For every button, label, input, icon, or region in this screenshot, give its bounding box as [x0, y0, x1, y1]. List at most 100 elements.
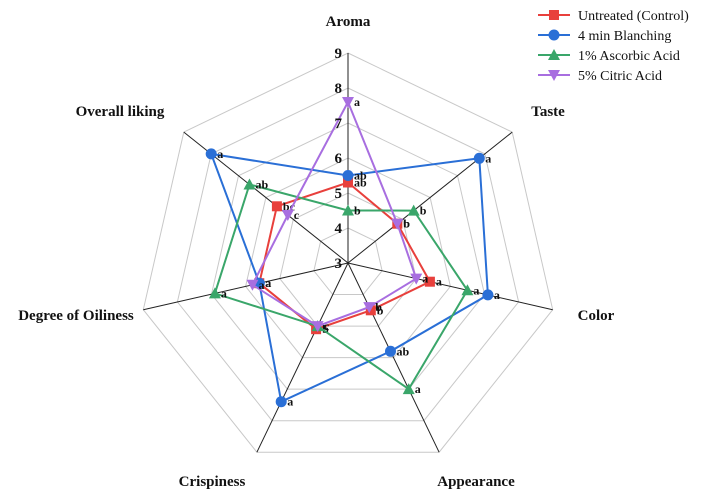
legend-item-4-min-blanching: 4 min Blanching — [538, 29, 671, 44]
data-point — [391, 218, 404, 230]
radial-tick-labels: 3 4 5 6 7 8 9 — [335, 46, 343, 272]
significance-label: b — [377, 303, 384, 317]
data-point — [271, 201, 282, 212]
series-line — [209, 152, 489, 404]
axis-spoke — [347, 131, 513, 264]
legend-label: 4 min Blanching — [578, 29, 671, 44]
significance-label: ab — [354, 169, 367, 183]
significance-label: a — [415, 382, 421, 396]
tick-label: 5 — [335, 186, 343, 202]
series-line — [258, 181, 432, 331]
data-point — [275, 396, 287, 408]
data-point — [385, 345, 396, 357]
significance-label: c — [324, 319, 330, 333]
significance-label: bc — [283, 199, 296, 213]
data-point — [402, 383, 415, 395]
radar-grid — [142, 52, 554, 453]
significance-label: a — [259, 278, 265, 292]
data-point — [343, 177, 353, 188]
significance-label: a — [221, 286, 227, 300]
significance-label: a — [287, 395, 293, 409]
data-point — [311, 321, 324, 333]
axis-label-appearance: Appearance — [437, 474, 515, 490]
data-point — [424, 276, 435, 287]
data-point — [482, 289, 494, 301]
axis-spoke — [143, 262, 349, 311]
significance-label: b — [322, 322, 329, 336]
data-point — [281, 209, 294, 221]
significance-label: a — [485, 151, 491, 165]
series-line — [213, 183, 469, 391]
legend-item-5-citric-acid: 5% Citric Acid — [538, 69, 662, 84]
axis-label-aroma: Aroma — [326, 14, 371, 30]
grid-ring — [142, 52, 554, 453]
legend-marker — [548, 49, 560, 60]
data-point — [342, 204, 354, 216]
legend-marker — [549, 10, 559, 20]
axis-label-crispiness: Crispiness — [179, 474, 246, 490]
axis-spoke — [347, 262, 440, 453]
significance-label: c — [294, 208, 300, 222]
tick-label: 7 — [335, 116, 343, 132]
legend-label: 1% Ascorbic Acid — [578, 49, 680, 64]
data-point — [342, 97, 354, 108]
legend-item-untreated-control: Untreated (Control) — [538, 9, 689, 24]
significance-label: b — [403, 217, 410, 231]
legend-label: Untreated (Control) — [578, 9, 689, 24]
data-point — [461, 284, 474, 296]
data-point — [243, 178, 256, 190]
data-point — [246, 279, 259, 291]
significance-label: a — [473, 283, 479, 297]
data-point — [473, 152, 485, 164]
legend: Untreated (Control) 4 min Blanching 1% Asc… — [538, 9, 689, 84]
significance-label: a — [494, 288, 500, 302]
axis-spoke — [347, 262, 553, 311]
significance-label: b — [420, 204, 427, 218]
significance-label: a — [265, 276, 271, 290]
data-point — [363, 302, 376, 314]
legend-item-1-ascorbic-acid: 1% Ascorbic Acid — [538, 49, 680, 64]
data-point — [208, 287, 221, 299]
significance-label: ab — [354, 176, 367, 190]
data-point — [342, 170, 354, 181]
axis-labels: Aroma Taste Color Appearance Crispiness Degre… — [18, 14, 614, 490]
axis-spoke — [256, 262, 349, 453]
significance-label: a — [436, 275, 442, 289]
legend-marker — [548, 70, 560, 81]
data-point — [205, 148, 217, 160]
tick-label: 9 — [335, 46, 343, 62]
grid-ring — [313, 227, 383, 295]
significance-label: a — [265, 276, 271, 290]
significance-label: a — [354, 95, 360, 109]
significance-label: b — [354, 204, 361, 218]
legend-label: 5% Citric Acid — [578, 69, 662, 84]
tick-label: 8 — [335, 81, 343, 97]
significance-label: b — [403, 217, 410, 231]
significance-label: a — [217, 147, 223, 161]
axis-label-taste: Taste — [531, 104, 565, 120]
axis-label-overall-liking: Overall liking — [76, 104, 165, 120]
axis-label-degree-of-oiliness: Degree of Oiliness — [18, 308, 134, 324]
significance-label: c — [324, 319, 330, 333]
grid-ring — [176, 87, 520, 422]
data-point — [407, 204, 420, 216]
data-point — [410, 273, 423, 285]
grid-ring — [245, 157, 451, 359]
tick-label: 6 — [335, 151, 343, 167]
significance-label: b — [375, 300, 382, 314]
significance-label: a — [422, 272, 428, 286]
significance-label: ab — [397, 344, 410, 358]
tick-label: 4 — [335, 221, 343, 237]
grid-ring — [210, 122, 486, 390]
legend-marker — [548, 29, 560, 41]
grid-ring — [279, 192, 417, 327]
tick-label: 3 — [335, 256, 343, 272]
significance-label: ab — [256, 177, 269, 191]
series-line — [251, 99, 418, 328]
axis-label-color: Color — [578, 308, 615, 324]
